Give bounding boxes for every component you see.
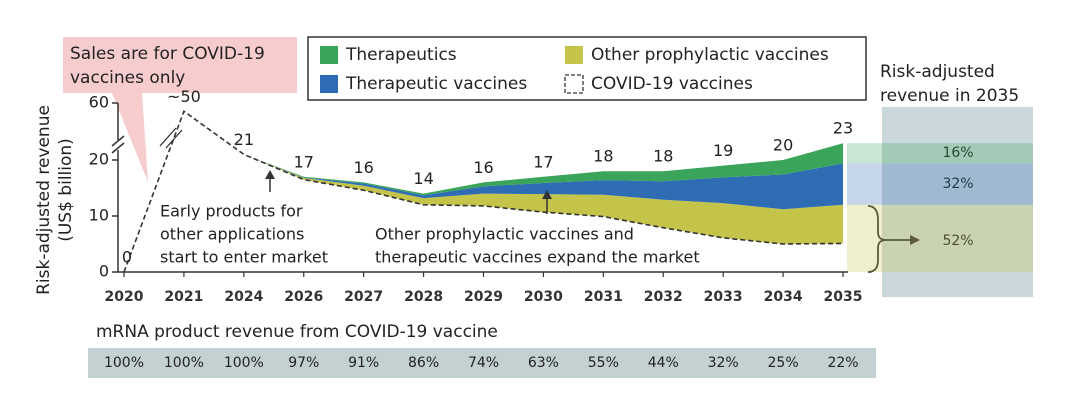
- annotation-pointer: [112, 93, 148, 182]
- arrowhead: [542, 190, 552, 199]
- data-label: 16: [473, 158, 493, 177]
- plot: [123, 110, 844, 273]
- axis-break: [111, 142, 125, 154]
- annotation-box: [63, 37, 297, 93]
- share-row-title: mRNA product revenue from COVID-19 vacci…: [96, 322, 498, 342]
- share-band: [847, 143, 1033, 164]
- data-label: ~50: [167, 87, 201, 106]
- data-label: 19: [713, 141, 733, 160]
- share-row-label: 25%: [768, 355, 799, 371]
- share-row-label: 32%: [708, 355, 739, 371]
- arrowhead: [910, 235, 920, 245]
- share-row-label: 74%: [468, 355, 499, 371]
- share-title: Risk-adjusted: [880, 62, 995, 82]
- share-row-label: 22%: [827, 355, 858, 371]
- share-row-label: 100%: [104, 355, 144, 371]
- x-tick-label: 2020: [105, 289, 144, 305]
- data-label: 23: [833, 119, 853, 138]
- x-tick-label: 2027: [344, 289, 383, 305]
- x-tick-label: 2035: [824, 289, 863, 305]
- legend-label: COVID-19 vaccines: [591, 74, 753, 94]
- share-label: 16%: [942, 145, 973, 161]
- annotation: other applications: [160, 225, 304, 244]
- share-row-label: 44%: [648, 355, 679, 371]
- share-row-label: 97%: [288, 355, 319, 371]
- legend-swatch: [320, 75, 338, 93]
- line-break: [159, 127, 177, 147]
- share-row-label: 100%: [164, 355, 204, 371]
- line: [123, 110, 844, 273]
- x-tick-label: 2021: [164, 289, 203, 305]
- area: [243, 154, 844, 244]
- annotation: start to enter market: [160, 248, 328, 267]
- legend-label: Therapeutics: [345, 45, 457, 65]
- share-band: [847, 163, 1033, 205]
- x-tick-label: 2031: [584, 289, 623, 305]
- share-row-band: [88, 348, 876, 378]
- data-label: 16: [353, 158, 373, 177]
- line-break: [165, 129, 183, 149]
- share-panel: [882, 107, 1033, 297]
- y-axis-label: (US$ billion): [56, 138, 76, 242]
- legend-swatch: [320, 46, 338, 64]
- x-tick-label: 2026: [284, 289, 323, 305]
- legend-label: Therapeutic vaccines: [345, 74, 527, 94]
- share-row-label: 100%: [224, 355, 264, 371]
- legend-label: Other prophylactic vaccines: [591, 45, 829, 65]
- share-band: [847, 204, 1033, 272]
- annotation: therapeutic vaccines expand the market: [375, 248, 700, 267]
- y-tick-label: 0: [99, 262, 109, 281]
- share-row-label: 91%: [348, 355, 379, 371]
- y-tick-label: 60: [89, 93, 109, 112]
- x-tick-label: 2033: [704, 289, 743, 305]
- y-tick-label: 20: [89, 150, 109, 169]
- data-label: 0: [122, 248, 132, 267]
- axis-break: [111, 135, 125, 147]
- x-tick-label: 2029: [464, 289, 503, 305]
- share-label: 52%: [942, 233, 973, 249]
- data-label: 14: [413, 169, 433, 188]
- annotation: Early products for: [160, 202, 303, 221]
- share-row-label: 63%: [528, 355, 559, 371]
- legend-swatch: [565, 46, 583, 64]
- legend-swatch: [564, 74, 584, 94]
- data-label: 20: [773, 136, 793, 155]
- share-label: 32%: [942, 176, 973, 192]
- share-row-label: 55%: [588, 355, 619, 371]
- area: [243, 154, 844, 210]
- area: [243, 143, 844, 196]
- x-tick-label: 2024: [224, 289, 263, 305]
- legend-box: [307, 36, 867, 101]
- y-tick-label: 10: [89, 206, 109, 225]
- y-axis-label: Risk-adjusted revenue: [34, 105, 54, 295]
- x-tick-label: 2034: [764, 289, 803, 305]
- data-label: 17: [533, 152, 553, 171]
- share-row-label: 86%: [408, 355, 439, 371]
- annotation: Other prophylactic vaccines and: [375, 225, 634, 244]
- data-label: 18: [593, 147, 613, 166]
- data-label: 18: [653, 147, 673, 166]
- annotation: vaccines only: [70, 68, 185, 88]
- x-tick-label: 2028: [404, 289, 443, 305]
- x-tick-label: 2032: [644, 289, 683, 305]
- annotation: Sales are for COVID-19: [70, 44, 265, 64]
- data-label: 21: [234, 130, 254, 149]
- data-label: 17: [294, 152, 314, 171]
- arrowhead: [265, 170, 275, 179]
- x-tick-label: 2030: [524, 289, 563, 305]
- share-title: revenue in 2035: [880, 86, 1019, 106]
